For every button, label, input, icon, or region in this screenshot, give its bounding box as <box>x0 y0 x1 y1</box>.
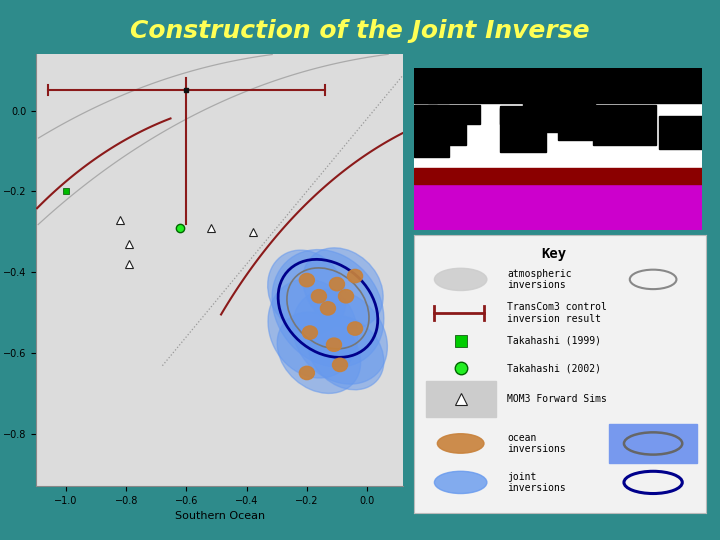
Ellipse shape <box>268 279 358 378</box>
Bar <box>523 103 595 132</box>
Ellipse shape <box>326 338 341 352</box>
Ellipse shape <box>333 358 348 372</box>
Bar <box>500 106 546 152</box>
Ellipse shape <box>300 273 315 287</box>
Ellipse shape <box>308 316 384 390</box>
Ellipse shape <box>312 289 326 303</box>
Bar <box>414 103 702 181</box>
Bar <box>437 110 466 145</box>
Bar <box>558 105 593 140</box>
Text: Takahashi (2002): Takahashi (2002) <box>508 363 601 373</box>
Text: joint
inversions: joint inversions <box>508 471 566 493</box>
Ellipse shape <box>330 278 344 291</box>
Ellipse shape <box>300 366 315 380</box>
Text: atmospheric
inversions: atmospheric inversions <box>508 268 572 290</box>
Ellipse shape <box>434 471 487 494</box>
Text: TransCom3 control
inversion result: TransCom3 control inversion result <box>508 302 607 323</box>
Ellipse shape <box>437 434 484 453</box>
Y-axis label: South Pacific Temperate: South Pacific Temperate <box>0 211 1 329</box>
Ellipse shape <box>320 302 336 315</box>
Ellipse shape <box>277 312 361 394</box>
Ellipse shape <box>338 289 354 303</box>
Bar <box>428 105 480 124</box>
Ellipse shape <box>434 268 487 291</box>
Ellipse shape <box>272 249 384 367</box>
Text: Key: Key <box>541 247 567 261</box>
Bar <box>500 108 518 124</box>
Ellipse shape <box>292 289 387 384</box>
Bar <box>414 105 437 129</box>
X-axis label: Southern Ocean: Southern Ocean <box>174 511 265 521</box>
Text: Construction of the Joint Inverse: Construction of the Joint Inverse <box>130 19 590 43</box>
Bar <box>609 424 697 463</box>
Ellipse shape <box>348 322 363 335</box>
Text: MOM3 Forward Sims: MOM3 Forward Sims <box>508 394 607 404</box>
Ellipse shape <box>302 326 318 339</box>
Bar <box>593 105 656 145</box>
Bar <box>659 116 702 148</box>
Ellipse shape <box>348 269 363 283</box>
Text: ocean
inversions: ocean inversions <box>508 433 566 454</box>
Text: Takahashi (1999): Takahashi (1999) <box>508 335 601 346</box>
Bar <box>414 105 449 157</box>
Bar <box>414 68 702 103</box>
Bar <box>414 168 702 184</box>
Ellipse shape <box>303 248 383 328</box>
Bar <box>426 381 495 417</box>
Bar <box>414 184 702 230</box>
Ellipse shape <box>268 250 346 334</box>
